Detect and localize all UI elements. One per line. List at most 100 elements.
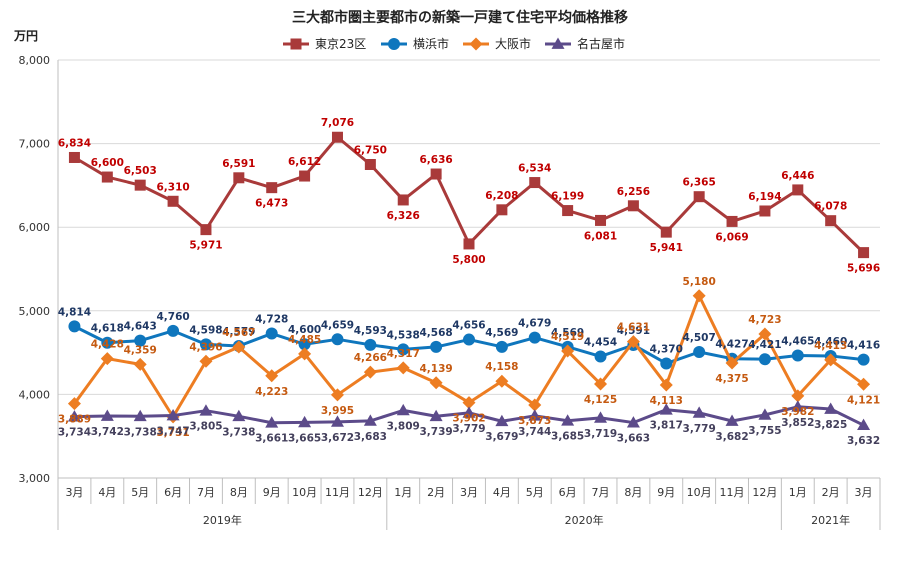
data-label: 4,723 <box>748 314 781 326</box>
data-point-circle <box>331 333 344 346</box>
data-label: 4,139 <box>420 363 453 375</box>
data-label: 6,446 <box>781 170 814 182</box>
data-point-diamond <box>199 354 213 368</box>
data-point-triangle <box>396 403 410 416</box>
year-group-label: 2019年 <box>203 513 242 527</box>
data-label: 6,503 <box>124 165 157 177</box>
data-label: 3,672 <box>321 432 354 444</box>
data-point-triangle <box>199 404 213 416</box>
x-tick-label: 3月 <box>65 486 83 499</box>
data-point-diamond <box>469 37 483 51</box>
data-point-diamond <box>133 357 147 371</box>
data-label: 4,460 <box>814 336 847 348</box>
data-label: 4,266 <box>354 352 387 364</box>
data-label: 3,817 <box>650 420 683 432</box>
x-axis: 3月 4月 5月 6月 7月 8月 9月 10月 11月 12月 1月 2月 3月 4月 5月 6月 7月 8月 9… <box>57 477 881 530</box>
data-point-square <box>233 172 245 184</box>
year-group-label: 2021年 <box>811 513 850 527</box>
x-tick-label: 12月 <box>358 486 383 499</box>
x-tick-label: 1月 <box>394 486 412 499</box>
data-point-triangle <box>462 406 476 418</box>
x-tick-label: 5月 <box>526 486 544 499</box>
data-point-diamond <box>100 352 114 366</box>
data-point-diamond <box>594 377 608 391</box>
data-point-square <box>792 184 804 196</box>
data-label: 3,665 <box>288 432 321 444</box>
data-label: 5,941 <box>650 242 683 254</box>
data-label: 3,738 <box>222 426 255 438</box>
data-point-diamond <box>561 344 575 358</box>
data-point-square <box>200 224 212 236</box>
data-label: 4,519 <box>551 331 584 343</box>
data-point-square <box>134 179 146 191</box>
data-point-triangle <box>725 414 739 426</box>
data-label: 5,696 <box>847 263 880 275</box>
data-point-square <box>430 168 442 180</box>
data-point-square <box>726 215 738 227</box>
data-point-circle <box>857 353 870 366</box>
data-label: 3,873 <box>518 415 551 427</box>
data-label: 3,852 <box>781 417 814 429</box>
x-tick-label: 2月 <box>822 486 840 499</box>
y-tick-label: 3,000 <box>19 472 51 485</box>
data-label: 6,834 <box>58 137 91 149</box>
data-label: 4,428 <box>91 339 124 351</box>
data-label: 4,591 <box>617 325 650 337</box>
data-label: 3,995 <box>321 405 354 417</box>
data-label: 6,750 <box>354 145 387 157</box>
data-label: 4,593 <box>354 325 387 337</box>
data-label: 3,661 <box>255 433 288 445</box>
data-label: 4,416 <box>847 340 880 352</box>
data-label: 3,738 <box>124 426 157 438</box>
data-point-diamond <box>363 365 377 379</box>
x-tick-label: 10月 <box>687 486 712 499</box>
data-label: 6,310 <box>156 181 189 193</box>
legend-item: 東京23区 <box>283 37 366 51</box>
data-point-square <box>825 215 837 227</box>
data-label: 6,473 <box>255 198 288 210</box>
data-point-square <box>529 177 541 189</box>
data-label: 6,256 <box>617 186 650 198</box>
data-point-triangle <box>594 411 608 423</box>
data-label: 3,809 <box>387 420 420 432</box>
data-point-diamond <box>298 347 312 361</box>
x-tick-label: 1月 <box>789 486 807 499</box>
data-point-square <box>364 159 376 170</box>
data-label: 4,656 <box>452 320 485 332</box>
data-label: 6,591 <box>222 158 255 170</box>
data-point-circle <box>463 333 475 346</box>
x-tick-label: 7月 <box>197 486 215 499</box>
data-label: 5,800 <box>452 254 485 266</box>
data-point-square <box>858 247 870 259</box>
data-point-square <box>759 205 771 217</box>
data-point-diamond <box>659 378 673 392</box>
data-point-triangle <box>495 414 509 427</box>
data-point-diamond <box>725 356 739 370</box>
data-point-triangle <box>857 418 871 431</box>
x-tick-label: 10月 <box>292 486 317 499</box>
data-point-triangle <box>528 409 542 421</box>
data-label: 3,731 <box>156 427 189 439</box>
data-point-diamond <box>791 389 805 403</box>
data-label: 4,454 <box>584 336 617 348</box>
data-point-circle <box>199 338 212 351</box>
data-label: 3,902 <box>452 413 485 425</box>
data-point-triangle <box>330 415 344 427</box>
data-point-diamond <box>232 340 246 354</box>
series-group <box>67 131 871 431</box>
data-label: 4,568 <box>420 327 453 339</box>
data-point-square <box>463 238 475 250</box>
data-label: 3,632 <box>847 435 880 447</box>
data-point-circle <box>495 340 508 353</box>
data-label: 4,413 <box>814 340 847 352</box>
x-tick-label: 6月 <box>559 486 577 499</box>
y-axis-unit: 万円 <box>13 29 38 43</box>
legend-label: 大阪市 <box>495 36 531 51</box>
data-label: 3,683 <box>354 431 387 443</box>
data-label: 4,600 <box>288 324 321 336</box>
x-tick-label: 11月 <box>325 486 350 499</box>
legend-label: 名古屋市 <box>577 36 625 51</box>
data-point-square <box>331 131 343 143</box>
data-point-triangle <box>791 400 805 412</box>
